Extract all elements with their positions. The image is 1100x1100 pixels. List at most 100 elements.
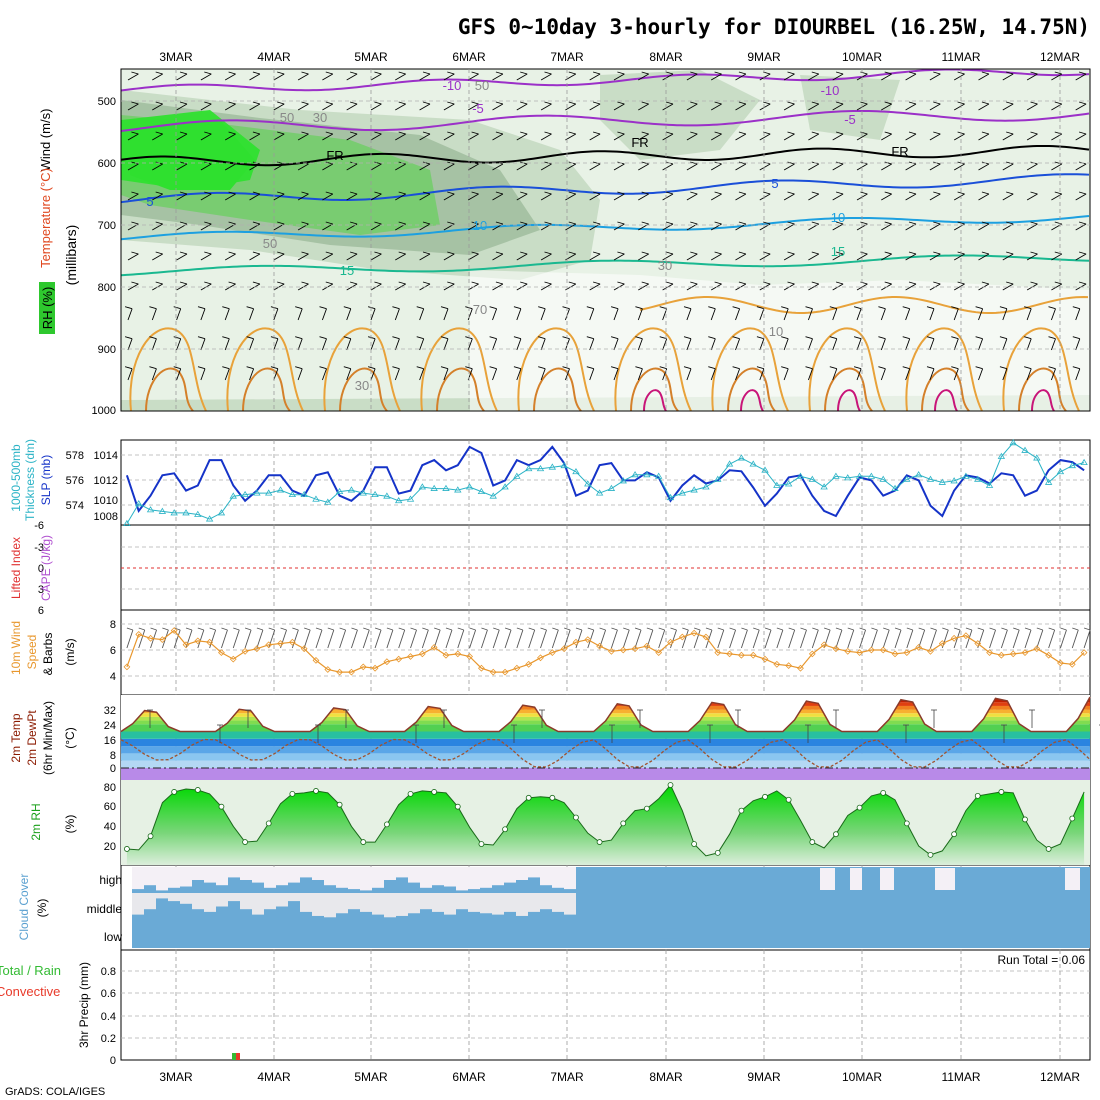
thickness-point bbox=[832, 472, 840, 479]
wind-barb-feather bbox=[763, 221, 771, 225]
wind-barb bbox=[953, 103, 965, 111]
wind-barb bbox=[1002, 283, 1014, 291]
wind-speed-point bbox=[525, 660, 533, 668]
thickness-point bbox=[146, 506, 155, 513]
wind-barb-feather bbox=[471, 191, 479, 195]
thickness-point bbox=[702, 483, 710, 490]
wind-speed-point bbox=[962, 632, 970, 640]
wind-barb-feather bbox=[343, 336, 351, 340]
thickness-point bbox=[312, 495, 320, 502]
wind-barb bbox=[929, 308, 935, 321]
wind-barb bbox=[881, 103, 892, 111]
wind-barb bbox=[613, 223, 625, 231]
wind-barb bbox=[443, 133, 455, 141]
wind-barb bbox=[395, 163, 406, 171]
cloud-clear bbox=[144, 893, 156, 910]
wind-barb bbox=[273, 73, 285, 81]
cloud-clear bbox=[240, 867, 252, 880]
wind10m-barb bbox=[563, 629, 571, 649]
wind-barb bbox=[832, 193, 844, 201]
wind-barb bbox=[273, 368, 279, 381]
wind-barb bbox=[1075, 368, 1081, 381]
wind-barb bbox=[249, 73, 261, 81]
rh-shade-blob bbox=[600, 70, 760, 160]
y-axis-label: CAPE (J/kg) bbox=[39, 535, 53, 601]
wind-barb-feather bbox=[781, 366, 789, 370]
thickness-point bbox=[784, 480, 793, 487]
wind-barb-feather bbox=[1030, 251, 1038, 255]
wind-speed-point bbox=[383, 658, 391, 666]
wind10m-barb bbox=[599, 629, 607, 649]
wind-barb-feather bbox=[592, 71, 601, 75]
wind10m-barb bbox=[847, 629, 855, 649]
thickness-point bbox=[962, 472, 970, 479]
wind-barb-feather bbox=[878, 366, 886, 370]
wind-barb bbox=[127, 133, 139, 141]
wind-speed-point bbox=[182, 641, 190, 649]
wind-barb-feather bbox=[665, 101, 674, 105]
wind-barb bbox=[516, 133, 528, 141]
wind-barb-feather bbox=[1054, 251, 1062, 255]
contour-20 bbox=[323, 327, 401, 412]
y-axis-labels: Wind (m/s)Temperature (°C) RH (%) (milliba… bbox=[0, 109, 91, 1048]
wind-barb bbox=[686, 163, 698, 171]
wind10m-barb-feather bbox=[835, 627, 843, 631]
wind-barb bbox=[710, 193, 722, 201]
wind-barb-feather bbox=[1006, 101, 1014, 105]
wind-barb-feather bbox=[520, 131, 528, 135]
wind-barb bbox=[759, 253, 771, 261]
wind-barb-feather bbox=[829, 306, 837, 310]
wind-barb bbox=[589, 73, 601, 81]
rh-shade-dry bbox=[470, 270, 1090, 411]
date-label-bottom: 9MAR bbox=[747, 1070, 781, 1084]
wind-barb bbox=[297, 193, 309, 201]
thickness-point bbox=[158, 507, 167, 514]
y-axis-label: (millibars) bbox=[63, 225, 79, 286]
wind-barb bbox=[686, 73, 698, 81]
wind-barb bbox=[224, 193, 236, 201]
wind-barb-feather bbox=[513, 336, 522, 340]
wind10m-barb bbox=[433, 629, 441, 649]
wind10m-barb-feather bbox=[611, 627, 618, 631]
wind10m-barb bbox=[244, 629, 252, 649]
wind-barb bbox=[637, 368, 643, 381]
wind-barb bbox=[905, 73, 917, 81]
wind-barb-feather bbox=[811, 281, 819, 285]
wind10m-barb-feather bbox=[469, 627, 476, 631]
wind-barb bbox=[297, 338, 303, 351]
wind-barb-feather bbox=[155, 281, 163, 285]
cloud-clear bbox=[348, 867, 360, 890]
rh-point bbox=[289, 790, 296, 797]
wind10m-barb bbox=[386, 629, 394, 649]
wind-barb-feather bbox=[398, 101, 406, 105]
wind-barb bbox=[516, 253, 528, 261]
wind10m-barb bbox=[339, 629, 347, 649]
wind-barb-feather bbox=[690, 221, 698, 225]
contour-label: 10 bbox=[831, 210, 845, 225]
wind-barb bbox=[1002, 368, 1008, 381]
wind-barb-feather bbox=[787, 71, 795, 75]
cloud-clear bbox=[288, 867, 300, 883]
wind-barb bbox=[662, 163, 674, 171]
temp-band bbox=[121, 768, 1090, 780]
wind-barb-feather bbox=[860, 281, 868, 285]
contour-label: 50 bbox=[280, 110, 294, 125]
wind-barb bbox=[492, 368, 498, 381]
wind10m-barb-feather bbox=[930, 627, 937, 631]
thickness-point bbox=[347, 486, 356, 493]
wind-barb bbox=[662, 133, 674, 141]
wind-barb-feather bbox=[1048, 366, 1056, 370]
cloud-clear bbox=[468, 867, 480, 890]
date-label-top: 4MAR bbox=[257, 50, 291, 64]
temperature-lines bbox=[120, 696, 1100, 769]
contour-label: 5 bbox=[146, 194, 153, 209]
cloud-clear bbox=[384, 893, 396, 918]
contour-label: -10 bbox=[821, 83, 840, 98]
wind-barb-feather bbox=[179, 251, 188, 255]
wind-barb-feather bbox=[392, 366, 400, 370]
wind-barb-feather bbox=[301, 191, 309, 195]
wind-barb-feather bbox=[787, 131, 795, 135]
wind-barb-feather bbox=[926, 336, 935, 340]
wind10m-barb bbox=[161, 629, 169, 649]
wind-barb-feather bbox=[447, 71, 455, 75]
